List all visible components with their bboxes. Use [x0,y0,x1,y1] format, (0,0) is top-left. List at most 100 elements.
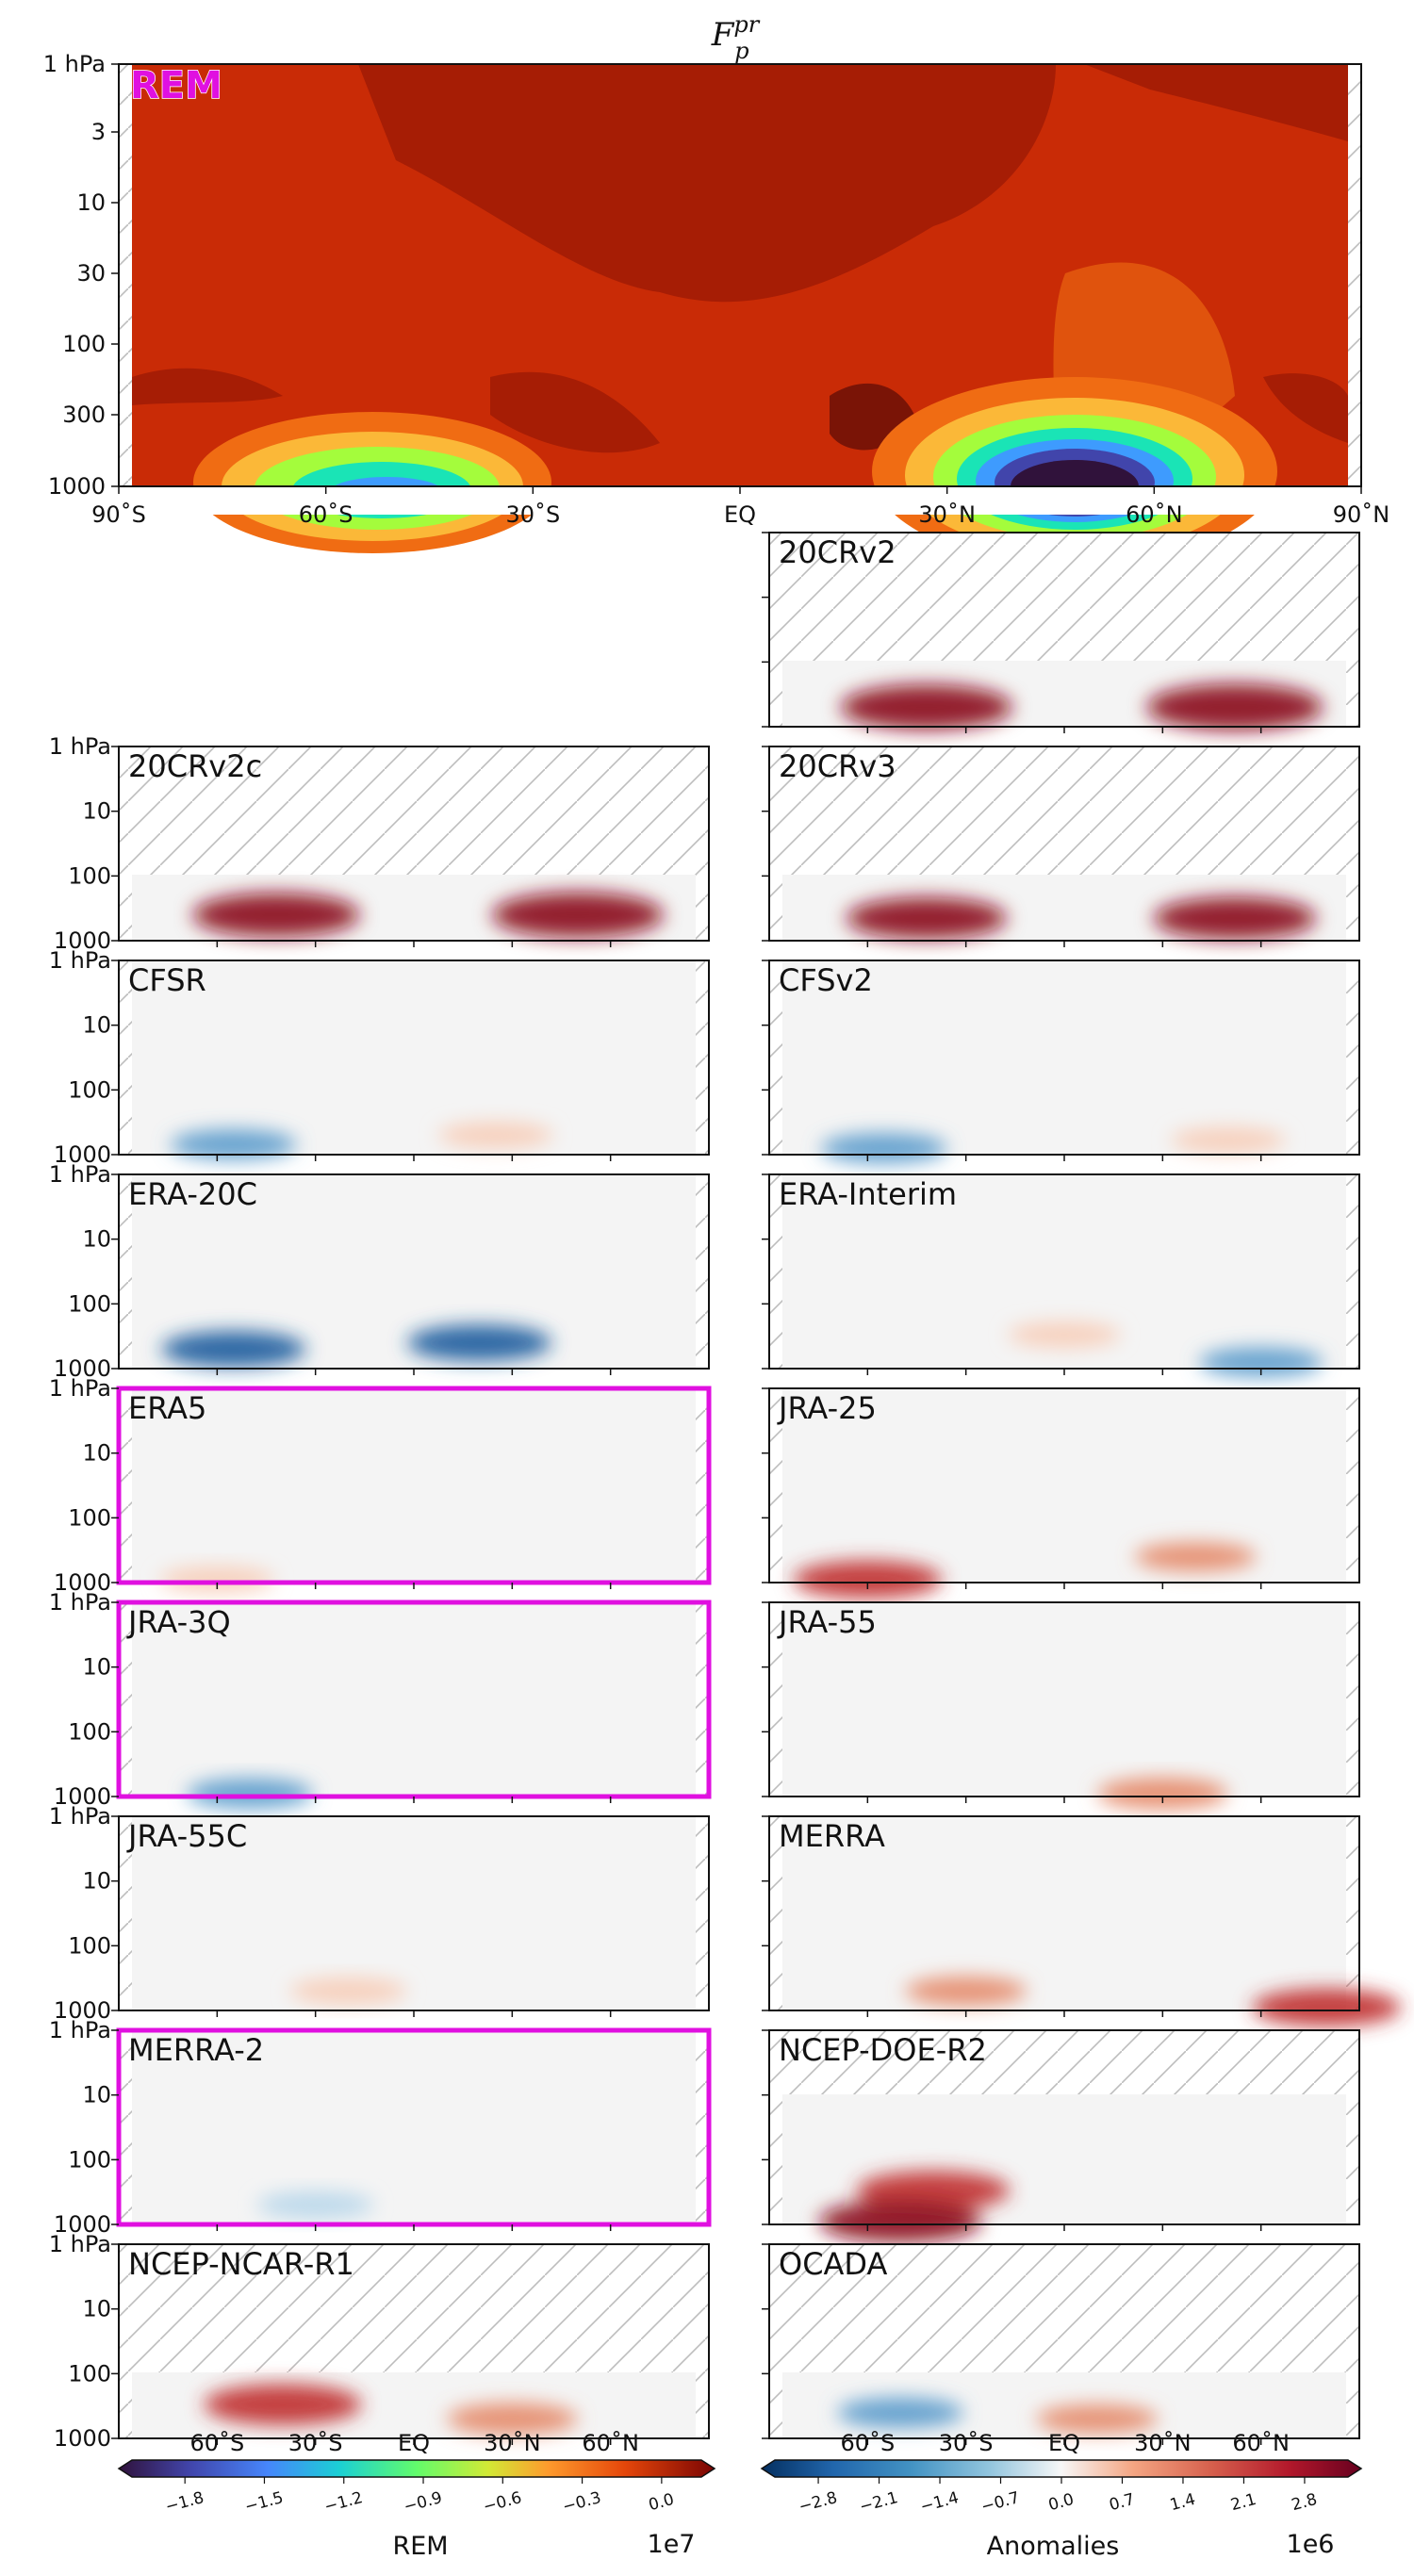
anomaly-feature [856,2171,1011,2210]
anomaly-feature [446,2403,578,2436]
panel-title: ERA-Interim [779,1176,957,1212]
bottom-x-tick-label: 60˚N [582,2430,639,2456]
panel-anomaly-blobs [1008,1321,1324,1377]
anomaly-feature [905,1977,1028,2006]
panel-y-tick-label: 100 [68,2360,111,2387]
bottom-x-ticks: 60˚S 30˚S EQ 30˚N 60˚N 60˚S 30˚S EQ 30˚N 60˚N [189,2430,1289,2456]
rem-y-tick-label: 300 [62,402,106,428]
panel-title: MERRA [779,1818,885,1854]
panel-ocada: OCADA [762,2243,1360,2445]
panel-title: JRA-3Q [126,1604,231,1640]
anomaly-colorbar-ticks: −2.8 −2.1 −1.4 −0.7 0.0 0.7 1.4 2.1 2.8 [797,2477,1319,2517]
panel-anomaly-blobs [840,683,1324,731]
colorbar-tick-label: −1.8 [163,2488,206,2517]
rem-colorbar-scale: 1e7 [648,2530,696,2559]
panel-title: JRA-55 [777,1604,877,1640]
rem-x-tick-label: 30˚N [918,501,976,528]
rem-x-tick-label: 60˚N [1126,501,1183,528]
panel-y-tick-label: 10 [82,798,111,825]
panel-cfsv2: CFSv2 [762,960,1360,1164]
panel-ncep-doe-r2: NCEP-DOE-R2 [762,2029,1360,2243]
colorbar-tick-label: −2.1 [858,2488,900,2517]
colorbar-tick-label: −1.2 [322,2488,365,2517]
anomaly-feature [437,1122,553,1149]
anomaly-feature [256,2190,374,2219]
panel-y-tick-label: 1 hPa [49,2231,111,2257]
bottom-x-tick-label: EQ [398,2430,430,2456]
title-base: F [711,16,735,54]
panel-20crv2: 20CRv2 [762,532,1360,733]
anomaly-feature [1146,683,1324,731]
colorbar-tick-label: −0.3 [561,2488,603,2517]
anomaly-feature [1036,2404,1159,2434]
rem-x-ticks: 90˚S 60˚S 30˚S EQ 30˚N 60˚N 90˚N [91,486,1389,528]
rem-y-tick-label: 1 hPa [43,51,106,77]
panel-y-tick-label: 10 [82,1654,111,1681]
anomaly-feature [840,684,1012,730]
panel-anomaly-blobs [159,1566,275,1593]
anomaly-colorbar: −2.8 −2.1 −1.4 −0.7 0.0 0.7 1.4 2.1 2.8 Anomalie… [760,2459,1363,2561]
panel-jra-25: JRA-25 [762,1387,1360,1599]
panel-y-tick-label: 1000 [54,2211,111,2238]
panel-field [132,2030,696,2224]
panel-title: CFSv2 [779,962,873,998]
panel-y-tick-label: 1000 [54,1997,111,2024]
panel-title: CFSR [128,962,206,998]
colorbar-tick-label: −2.8 [797,2488,839,2517]
rem-x-tick-label: 90˚S [91,501,146,528]
anomaly-feature [161,1331,306,1368]
panel-field [132,1602,696,1797]
panel-field [782,1602,1346,1797]
anomaly-feature [491,892,664,938]
panel-y-tick-label: 100 [68,1504,111,1531]
bottom-x-tick-label: 30˚S [939,2430,994,2456]
panel-y-tick-label: 1 hPa [49,1803,111,1829]
panel-y-tick-label: 1 hPa [49,1589,111,1616]
panel-field [782,1388,1346,1583]
bottom-x-tick-label: 60˚S [840,2430,895,2456]
panel-merra-2: MERRA-2 1 hPa 10 100 1000 [49,2017,712,2238]
anomaly-feature [1096,1778,1228,1810]
rem-field-contours [132,64,1348,486]
panel-anomaly-blobs [818,2171,1011,2243]
anomaly-feature [1134,1542,1257,1571]
rem-x-tick-label: 30˚S [505,501,560,528]
rem-y-tick-label: 1000 [48,473,106,500]
panel-anomaly-blobs [905,1977,1402,2026]
panel-anomaly-blobs [837,2397,1159,2434]
anomaly-feature [406,1324,552,1361]
anomaly-feature [170,1129,297,1160]
panel-y-tick-label: 10 [82,2082,111,2108]
rem-panel-title: REM [130,64,222,107]
rem-y-tick-label: 100 [62,331,106,357]
panel-field [132,960,696,1155]
panel-y-tick-label: 10 [82,1012,111,1039]
anomaly-feature [1198,1347,1324,1377]
panel-era-interim: ERA-Interim [762,1173,1360,1377]
panel-anomaly-blobs [256,2190,374,2219]
colorbar-tick-label: −1.4 [918,2488,961,2517]
panel-anomaly-blobs [204,2384,578,2436]
panel-y-tick-label: 1000 [54,1783,111,1810]
panel-y-tick-label: 10 [82,2296,111,2322]
anomaly-feature [159,1566,275,1593]
anomaly-feature [846,897,1007,940]
panel-y-tick-label: 100 [68,2146,111,2173]
bottom-x-tick-label: EQ [1048,2430,1080,2456]
panel-y-tick-label: 100 [68,1290,111,1317]
panel-jra-3q: JRA-3Q 1 hPa 10 100 1000 [49,1589,712,1810]
anomaly-feature [187,1778,314,1809]
panel-y-tick-label: 1 hPa [49,947,111,974]
panel-anomaly-blobs [170,1122,553,1160]
rem-panel: REM 1 hPa 3 10 30 100 300 1000 90˚S 60˚S 30˚S EQ 3… [43,51,1389,566]
rem-x-tick-label: 60˚S [299,501,354,528]
bottom-x-tick-label: 60˚N [1232,2430,1290,2456]
bottom-x-tick-label: 30˚S [288,2430,343,2456]
panel-field [782,960,1346,1155]
panel-title: MERRA-2 [128,2032,264,2068]
panel-y-tick-label: 1000 [54,1141,111,1168]
colorbar-tick-label: −1.5 [243,2488,286,2517]
panel-y-tick-label: 100 [68,1718,111,1745]
anomaly-feature [1252,1988,1402,2026]
